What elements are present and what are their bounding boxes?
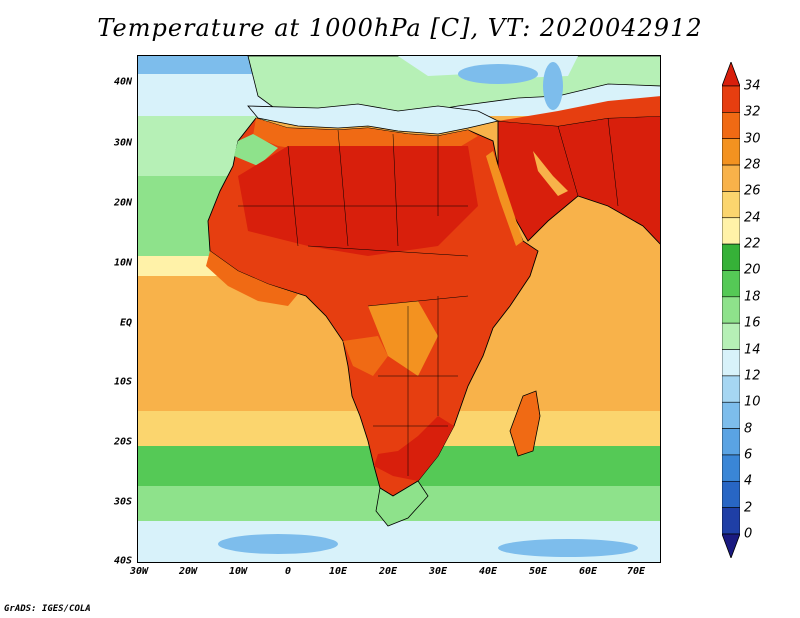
colorbar-level-label: 12 bbox=[744, 368, 761, 384]
colorbar-box bbox=[722, 217, 740, 245]
ocean-cold-patch bbox=[218, 534, 338, 554]
colorbar-top-triangle bbox=[722, 62, 740, 87]
persian-gulf bbox=[533, 151, 568, 196]
colorbar-box bbox=[722, 112, 740, 140]
map-title: Temperature at 1000hPa [C], VT: 20200429… bbox=[97, 14, 703, 42]
colorbar-level-label: 18 bbox=[744, 289, 761, 305]
lon-label: 20E bbox=[378, 566, 398, 577]
colorbar-box bbox=[722, 375, 740, 403]
congo-warm bbox=[343, 336, 388, 376]
colorbar-box bbox=[722, 322, 740, 350]
colorbar-box bbox=[722, 454, 740, 482]
colorbar-box bbox=[722, 164, 740, 192]
colorbar-level-label: 16 bbox=[744, 315, 761, 331]
lat-label: 30S bbox=[113, 496, 132, 508]
colorbar-box bbox=[722, 480, 740, 508]
colorbar-box bbox=[722, 243, 740, 271]
lon-label: 30E bbox=[428, 566, 448, 577]
map-panel bbox=[137, 55, 661, 563]
colorbar-box bbox=[722, 349, 740, 377]
lat-label: 30N bbox=[113, 137, 132, 149]
colorbar-level-label: 22 bbox=[744, 236, 761, 252]
lon-label: 30W bbox=[129, 566, 149, 577]
sahara-hot bbox=[238, 146, 478, 256]
lat-label: 20S bbox=[113, 436, 132, 448]
colorbar-level-label: 34 bbox=[744, 78, 761, 94]
colorbar-box bbox=[722, 138, 740, 166]
colorbar-box bbox=[722, 428, 740, 456]
colorbar-bottom-triangle bbox=[722, 533, 740, 558]
lat-label: 40N bbox=[113, 76, 132, 88]
lat-label: 40S bbox=[113, 555, 132, 567]
colorbar-level-label: 0 bbox=[744, 526, 753, 542]
country-borders bbox=[238, 117, 619, 476]
lon-label: 10E bbox=[328, 566, 348, 577]
colorbar-level-label: 10 bbox=[744, 394, 761, 410]
lon-label: 10W bbox=[228, 566, 248, 577]
kalahari-hot bbox=[374, 416, 454, 481]
ocean-cold-patch bbox=[498, 539, 638, 557]
lat-label: 10S bbox=[113, 376, 132, 388]
madagascar bbox=[509, 390, 541, 457]
colorbar-level-label: 4 bbox=[744, 473, 753, 489]
africa-north-coast-warm bbox=[253, 118, 478, 154]
lon-label: 20W bbox=[178, 566, 198, 577]
colorbar-level-label: 28 bbox=[744, 157, 761, 173]
lon-label: 70E bbox=[626, 566, 646, 577]
black-sea bbox=[458, 64, 538, 84]
colorbar-level-label: 20 bbox=[744, 262, 761, 278]
lon-label: 0 bbox=[284, 566, 292, 577]
caspian-sea bbox=[543, 62, 563, 110]
mediterranean-sea bbox=[247, 103, 500, 135]
temperature-map bbox=[138, 56, 660, 562]
congo-basin bbox=[368, 301, 438, 376]
red-sea bbox=[486, 151, 523, 246]
colorbar-level-label: 2 bbox=[744, 500, 753, 516]
lat-label: 20N bbox=[113, 197, 132, 209]
lon-label: 50E bbox=[528, 566, 548, 577]
south-africa-cape bbox=[375, 480, 429, 527]
middle-east-north bbox=[498, 96, 660, 126]
lat-label: 10N bbox=[113, 257, 132, 269]
lon-label: 60E bbox=[578, 566, 598, 577]
colorbar-level-label: 6 bbox=[744, 447, 753, 463]
colorbar-level-label: 32 bbox=[744, 104, 761, 120]
colorbar-box bbox=[722, 85, 740, 113]
colorbar-level-label: 26 bbox=[744, 183, 761, 199]
colorbar-box bbox=[722, 296, 740, 324]
colorbar-level-label: 14 bbox=[744, 342, 761, 358]
colorbar-level-label: 8 bbox=[744, 421, 753, 437]
colorbar-level-label: 24 bbox=[744, 210, 761, 226]
morocco-green bbox=[234, 134, 278, 166]
colorbar-box bbox=[722, 191, 740, 219]
colorbar-box bbox=[722, 507, 740, 535]
colorbar-box bbox=[722, 401, 740, 429]
colorbar-level-label: 30 bbox=[744, 131, 761, 147]
colorbar bbox=[722, 62, 740, 558]
lon-label: 40E bbox=[478, 566, 498, 577]
colorbar-box bbox=[722, 270, 740, 298]
lat-label: EQ bbox=[119, 317, 132, 329]
credit-text: GrADS: IGES/COLA bbox=[4, 604, 91, 614]
guinea-coast-warm bbox=[206, 251, 298, 306]
